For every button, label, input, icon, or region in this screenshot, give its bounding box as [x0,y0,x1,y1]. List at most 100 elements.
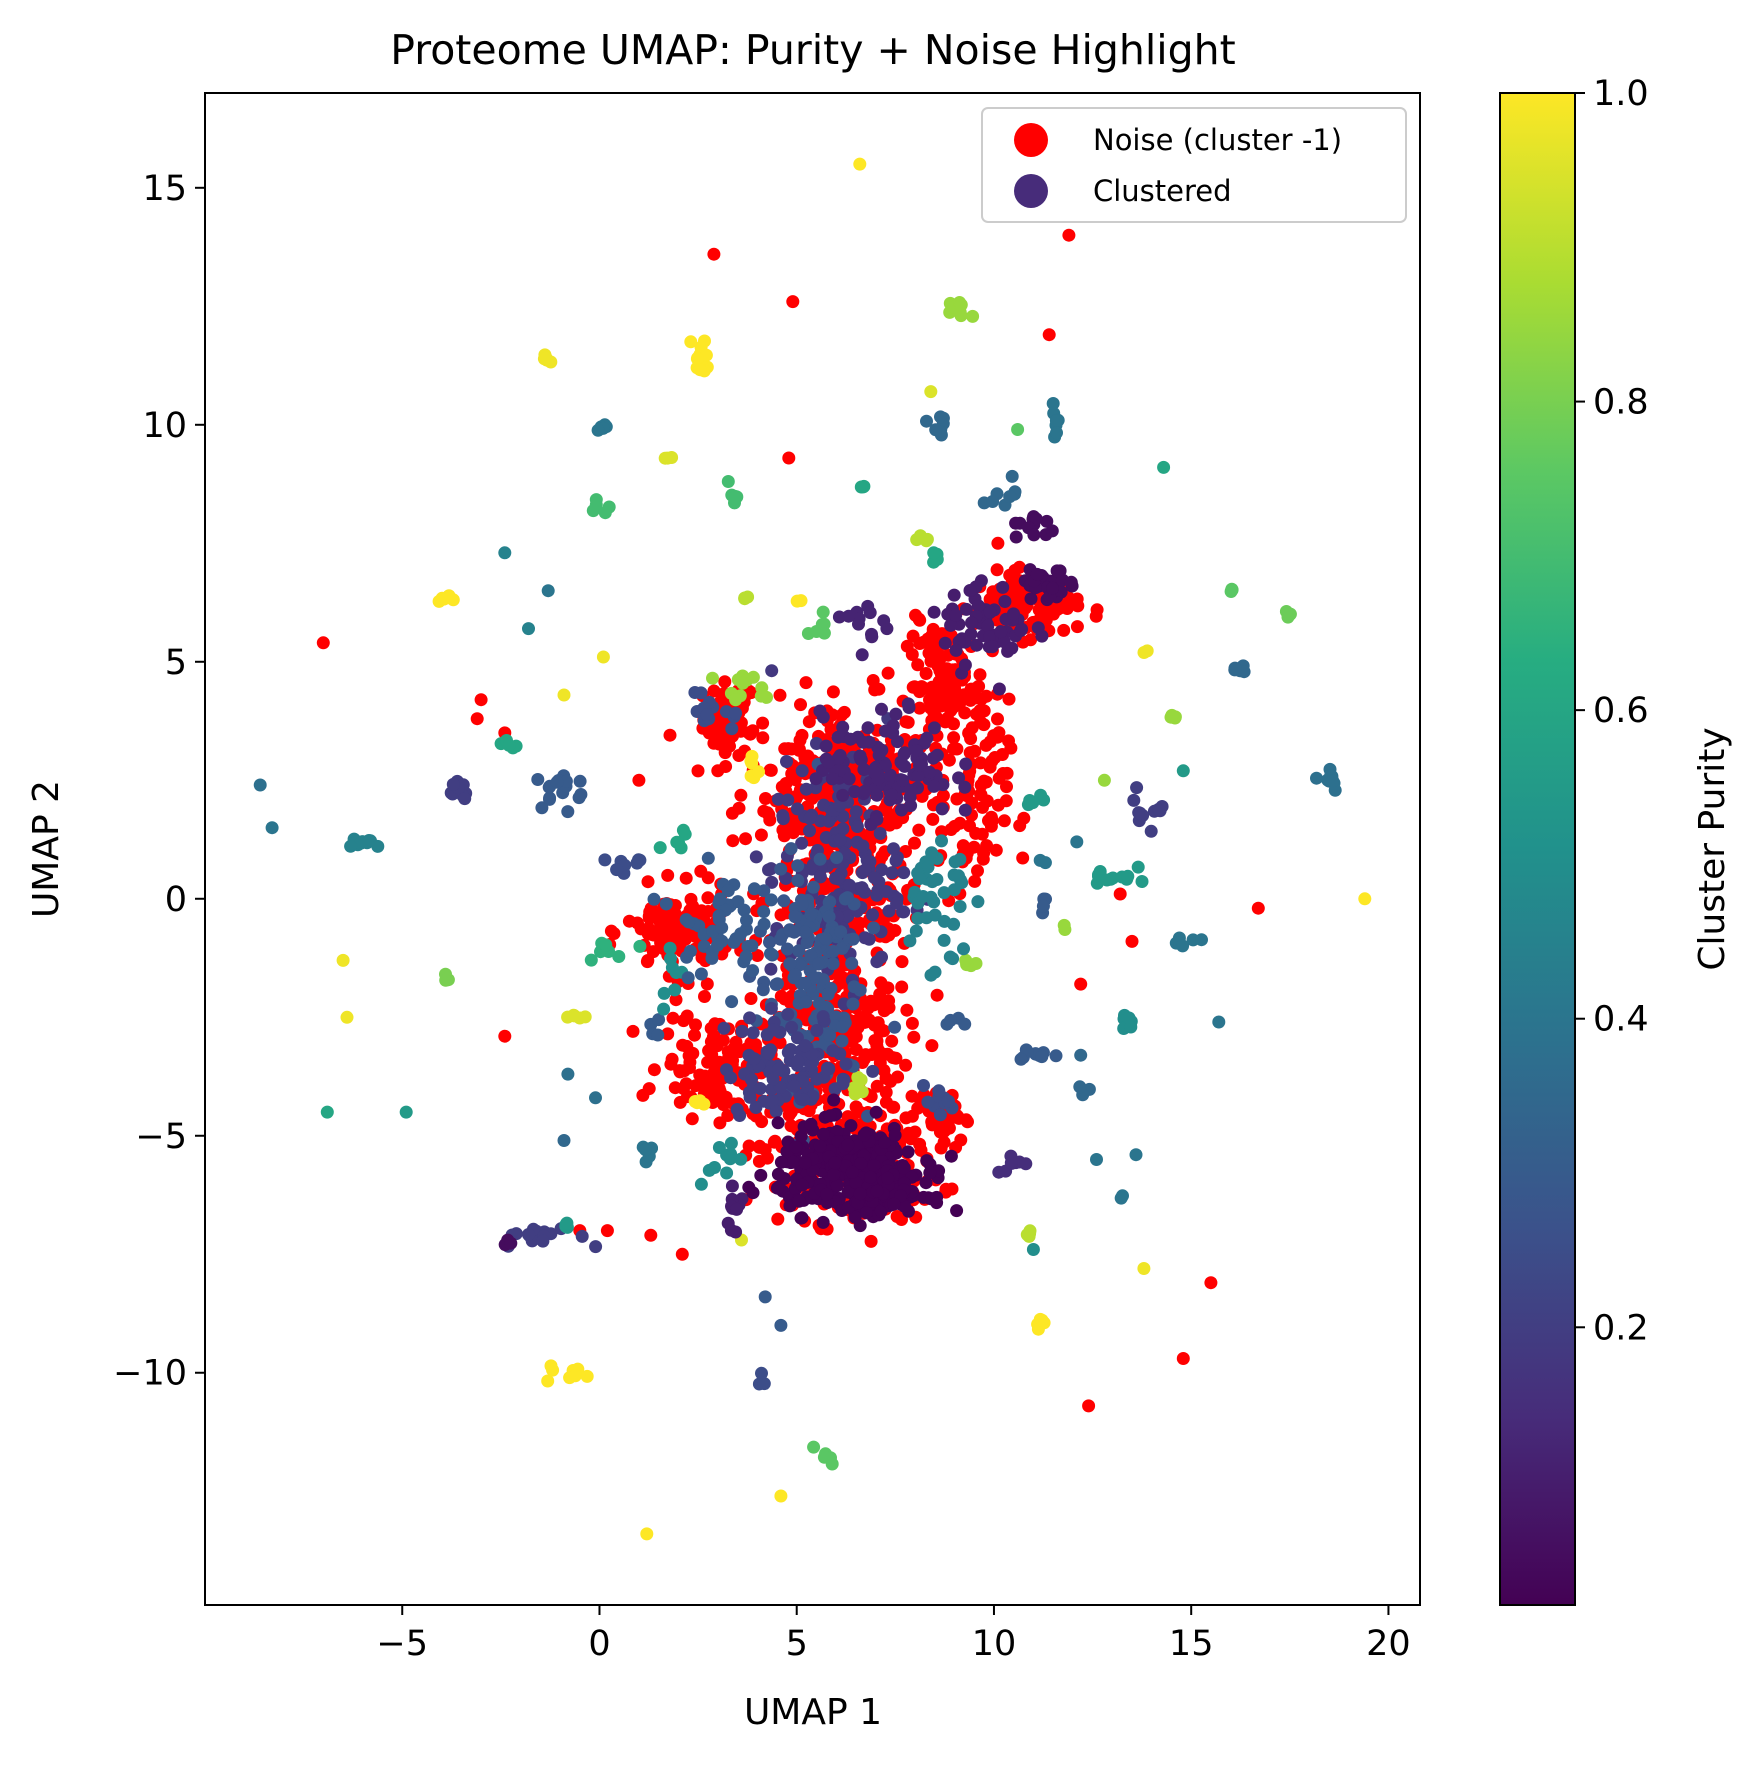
clustered-point [833,833,847,847]
clustered-point [639,1143,652,1157]
clustered-point [694,967,708,981]
clustered-point [855,881,869,895]
clustered-point [781,793,795,807]
clustered-point [561,805,575,819]
clustered-point [887,842,900,856]
clustered-point [783,957,797,971]
noise-point [1113,887,1127,901]
clustered-point [550,775,564,789]
clustered-point [265,821,279,835]
clustered-point [541,584,555,598]
clustered-point [586,504,600,518]
noise-point [734,788,748,802]
noise-point [942,672,956,685]
clustered-point [957,942,970,956]
clustered-point [780,755,793,768]
noise-point [1016,851,1030,865]
clustered-point [814,814,827,828]
clustered-point [573,774,587,788]
x-axis: −5 0 5 10 15 20 [376,1605,1411,1664]
noise-point [835,970,849,984]
clustered-point [875,702,888,716]
clustered-point [769,978,783,991]
clustered-point [630,856,644,870]
clustered-point [1073,1080,1087,1094]
clustered-point [1097,773,1111,787]
noise-point [641,875,655,889]
noise-point [979,689,993,703]
clustered-point [1144,824,1158,838]
clustered-point [567,1008,581,1022]
clustered-point [1165,708,1179,722]
clustered-point [458,792,472,806]
clustered-point [851,1079,865,1093]
clustered-point [1212,1015,1226,1029]
noise-point [693,1068,707,1082]
clustered-point [773,1081,787,1094]
clustered-point [681,971,695,985]
clustered-point [921,1095,935,1109]
clustered-point [911,769,925,783]
noise-point [930,988,944,1002]
clustered-point [1029,512,1043,526]
clustered-point [854,1157,868,1170]
noise-point [661,1027,675,1041]
noise-point [849,1030,863,1044]
clustered-point [1005,641,1019,655]
colorbar-gradient [1500,93,1575,1605]
clustered-point [1310,771,1323,785]
clustered-point [539,351,553,365]
clustered-point [921,860,935,874]
clustered-point [1004,1156,1018,1170]
clustered-point [1195,933,1208,947]
noise-point [720,731,734,745]
clustered-point [839,1057,853,1071]
clustered-point [998,595,1012,608]
clustered-point [958,1017,972,1031]
clustered-point [958,780,972,794]
clustered-point [870,1184,884,1198]
clustered-point [858,863,872,877]
clustered-point [610,863,624,877]
noise-point [948,819,962,833]
noise-point [688,1028,701,1042]
noise-point [837,705,851,719]
noise-point [972,679,986,693]
clustered-point [795,836,809,850]
clustered-point [826,944,840,958]
clustered-point [798,1156,812,1170]
noise-point [802,1104,816,1118]
clustered-point [684,335,698,349]
clustered-point [1049,414,1063,428]
clustered-point [848,1210,862,1224]
clustered-point [835,1034,849,1048]
clustered-point [848,785,862,799]
noise-point [691,764,705,778]
noise-point [849,1100,863,1114]
clustered-point [769,1104,783,1118]
clustered-point [340,1010,354,1024]
colorbar-ticks: 0.2 0.4 0.6 0.8 1.0 [1575,74,1649,1348]
clustered-point [822,910,836,924]
clustered-point [763,935,776,949]
noise-point [1074,977,1088,991]
clustered-point [253,778,267,792]
clustered-point [589,1091,602,1105]
clustered-point [535,801,549,815]
clustered-point [653,841,667,855]
clustered-point [944,618,958,632]
noise-point [718,675,732,689]
clustered-point [1035,1313,1049,1327]
clustered-point [694,1177,708,1191]
clustered-point [943,950,957,964]
clustered-point [1003,490,1017,504]
clustered-point [765,875,779,889]
clustered-point [822,755,836,769]
noise-point [900,1003,914,1017]
clustered-point [774,1318,788,1332]
clustered-point [861,721,875,735]
clustered-point [1007,607,1020,621]
clustered-point [665,451,679,464]
clustered-point [798,976,812,990]
